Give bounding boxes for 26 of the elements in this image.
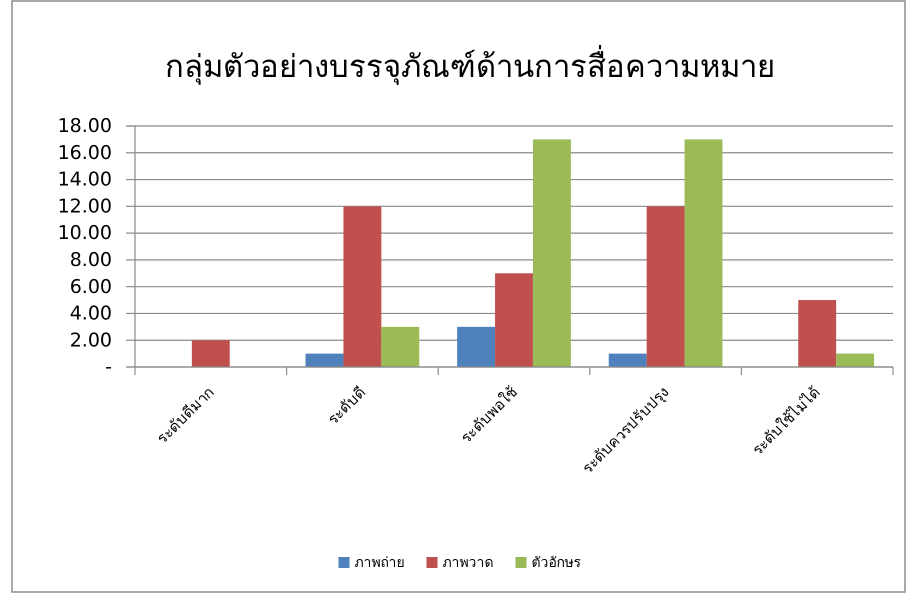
legend-label: ตัวอักษร [532,555,582,571]
bar [798,300,836,367]
y-tick-label: 6.00 [70,276,112,298]
y-tick-label: 14.00 [58,168,112,191]
y-tick-label: 18.00 [58,115,112,138]
y-tick-label: 10.00 [58,222,112,244]
y-tick-label: - [105,356,112,378]
bar [646,206,685,367]
chart-title: กลุ่มตัวอย่างบรรจุภัณฑ์ด้านการสื่อความหมาย [165,45,775,86]
bar [381,326,420,367]
y-tick-label: 16.00 [58,142,112,164]
bar [343,206,382,367]
bar [306,354,344,367]
bar [836,354,874,367]
bar [457,326,496,367]
bar [684,139,722,367]
bar [192,340,230,367]
y-tick-label: 4.00 [70,302,112,325]
legend-label: ภาพวาด [442,555,494,571]
bar [495,273,533,367]
bar [532,139,571,367]
y-tick-label: 2.00 [70,329,112,352]
y-tick-label: 8.00 [70,248,112,271]
bar [608,354,647,367]
legend-label: ภาพถ่าย [354,555,404,571]
y-tick-label: 12.00 [58,195,112,218]
